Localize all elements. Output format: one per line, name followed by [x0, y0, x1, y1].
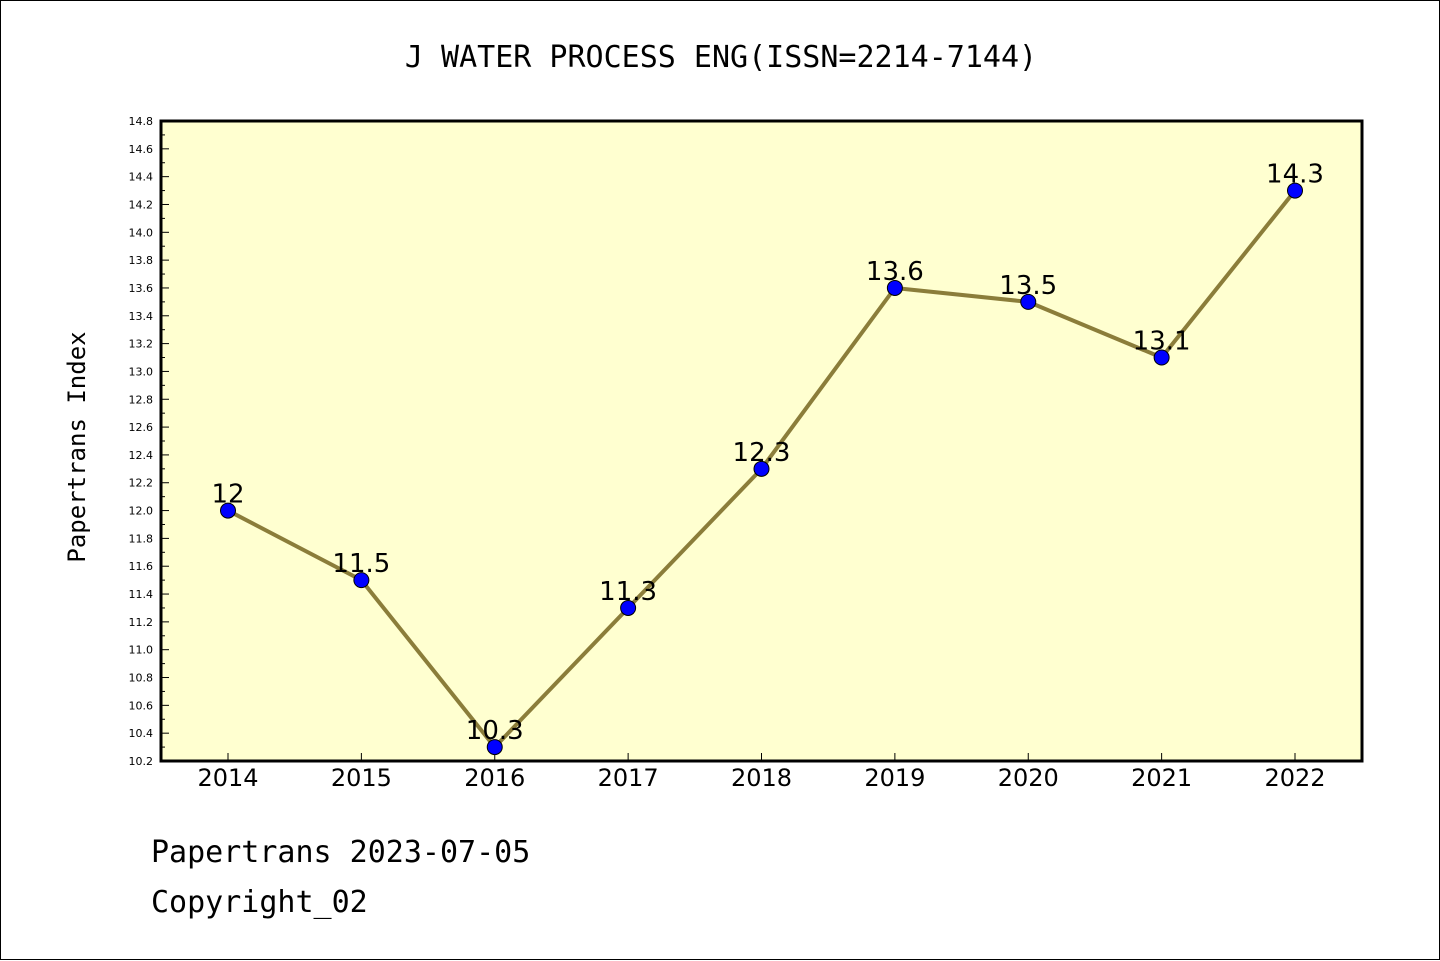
chart-title: J WATER PROCESS ENG(ISSN=2214-7144) [405, 40, 1037, 75]
y-tick-label: 10.2 [129, 755, 154, 768]
x-tick-label: 2020 [998, 764, 1059, 792]
y-tick-label: 13.2 [129, 338, 154, 351]
y-tick-label: 10.4 [129, 727, 154, 740]
y-tick-label: 11.6 [129, 560, 154, 573]
data-label: 13.5 [999, 271, 1057, 301]
data-label: 14.3 [1266, 160, 1324, 190]
x-tick-label: 2014 [197, 764, 258, 792]
x-tick-label: 2018 [731, 764, 792, 792]
plot-area [159, 119, 1364, 763]
y-tick-label: 13.4 [129, 310, 154, 323]
y-tick-label: 10.8 [129, 672, 154, 685]
y-tick-label: 11.0 [129, 644, 154, 657]
x-tick-label: 2017 [598, 764, 659, 792]
y-tick-label: 12.6 [129, 421, 154, 434]
y-tick-label: 12.0 [129, 505, 154, 518]
data-label: 11.5 [332, 549, 390, 579]
y-tick-label: 10.6 [129, 699, 154, 712]
y-tick-label: 13.0 [129, 365, 154, 378]
data-point [1287, 182, 1303, 199]
y-tick-label: 13.6 [129, 282, 154, 295]
series-group [220, 182, 1303, 756]
data-point [353, 572, 370, 589]
data-label: 11.3 [599, 577, 657, 607]
y-tick-label: 11.2 [129, 616, 154, 629]
data-point [1153, 349, 1170, 366]
x-tick-label: 2019 [864, 764, 925, 792]
y-tick-label: 14.0 [129, 226, 154, 239]
footer-copyright: Copyright_02 [151, 885, 368, 920]
data-label: 12.3 [733, 438, 791, 468]
data-label: 13.1 [1133, 327, 1191, 357]
data-label: 10.3 [466, 716, 524, 746]
data-point [1020, 293, 1037, 310]
y-tick-label: 13.8 [129, 254, 154, 267]
x-tick-label: 2015 [331, 764, 392, 792]
data-point [486, 739, 503, 756]
y-tick-label: 14.4 [129, 171, 154, 184]
data-labels-group: 12 11.5 10.3 11.3 12.3 13.6 13.5 13.1 14.3 [211, 160, 1323, 747]
y-axis-ticks: 10.2 10.4 10.6 10.8 11.0 11.2 11.4 11.6 11.8 12.0… [129, 115, 169, 768]
y-tick-label: 12.8 [129, 393, 154, 406]
data-point [620, 599, 637, 616]
x-tick-label: 2021 [1131, 764, 1192, 792]
x-tick-label: 2022 [1264, 764, 1325, 792]
footer-date: Papertrans 2023-07-05 [151, 835, 531, 870]
y-tick-label: 12.2 [129, 477, 154, 490]
data-label: 13.6 [866, 257, 924, 287]
x-axis-ticks: 2014 2015 2016 2017 2018 2019 2020 2021 2022 [197, 753, 1326, 792]
y-tick-label: 11.8 [129, 532, 154, 545]
y-tick-label: 14.8 [129, 115, 154, 128]
y-axis-label: Papertrans Index [63, 331, 91, 562]
x-tick-label: 2016 [464, 764, 525, 792]
y-tick-label: 14.6 [129, 143, 154, 156]
data-point [886, 279, 903, 296]
y-tick-label: 12.4 [129, 449, 154, 462]
data-label: 12 [211, 480, 244, 510]
data-point [220, 502, 236, 519]
y-tick-label: 14.2 [129, 198, 154, 211]
y-tick-label: 11.4 [129, 588, 154, 601]
data-point [753, 460, 770, 477]
